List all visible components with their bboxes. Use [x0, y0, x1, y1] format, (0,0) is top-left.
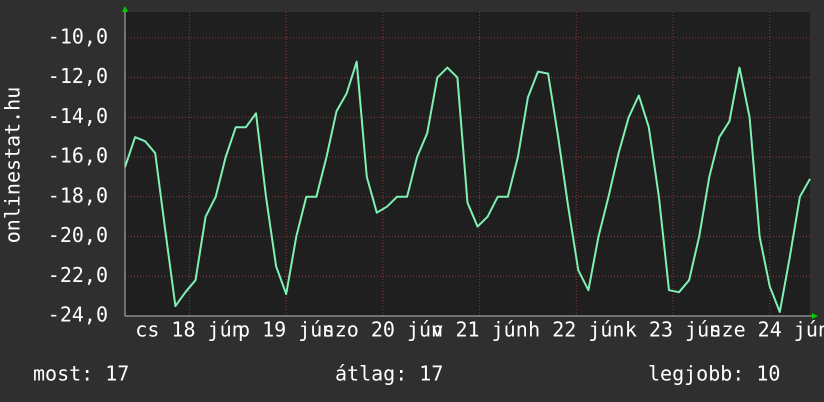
y-tick-label: -14,0 — [48, 104, 108, 128]
y-axis-arrow — [122, 6, 128, 12]
x-tick-label: v 21 jún — [431, 318, 527, 342]
x-tick-label: cs 18 jún — [135, 318, 243, 342]
plot-area — [125, 12, 810, 316]
y-axis-label: onlinestat.hu — [1, 87, 25, 244]
x-axis-arrow — [812, 313, 818, 319]
y-tick-label: -12,0 — [48, 64, 108, 88]
y-tick-label: -22,0 — [48, 263, 108, 287]
x-tick-label: h 22 jún — [528, 318, 624, 342]
stat-average: átlag: 17 — [335, 362, 443, 386]
data-line — [124, 60, 811, 313]
y-tick-label: -10,0 — [48, 24, 108, 48]
x-tick-label: szo 20 jún — [323, 318, 443, 342]
y-tick-label: -24,0 — [48, 303, 108, 327]
stat-best: legjobb: 10 — [648, 362, 780, 386]
stat-current: most: 17 — [33, 362, 129, 386]
x-tick-label: p 19 jún — [238, 318, 334, 342]
x-tick-label: sze 24 jún — [709, 318, 824, 342]
x-tick-label: k 23 jún — [625, 318, 721, 342]
y-tick-label: -16,0 — [48, 144, 108, 168]
y-tick-label: -18,0 — [48, 183, 108, 207]
y-tick-label: -20,0 — [48, 223, 108, 247]
